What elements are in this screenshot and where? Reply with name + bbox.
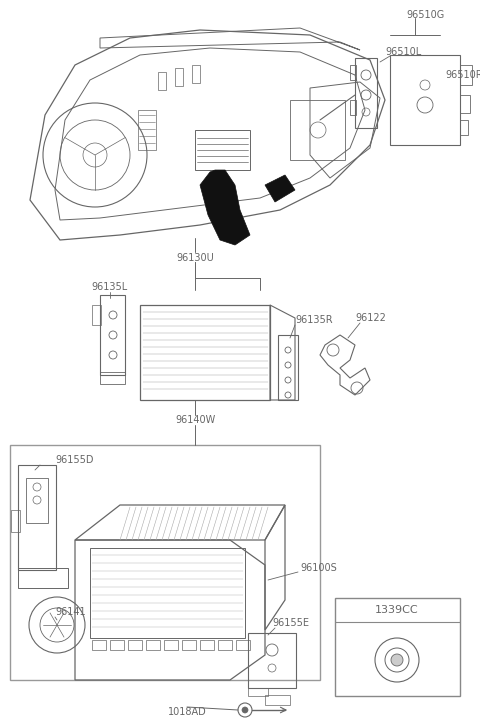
Text: 1339CC: 1339CC — [375, 605, 419, 615]
Text: 96140W: 96140W — [175, 415, 215, 425]
Bar — [100, 295, 125, 375]
Text: 96510L: 96510L — [385, 47, 421, 57]
Bar — [90, 548, 245, 638]
Bar — [100, 372, 125, 384]
Bar — [236, 640, 250, 650]
Bar — [164, 640, 178, 650]
Text: 96141: 96141 — [55, 607, 85, 617]
Bar — [390, 55, 460, 145]
Bar — [138, 110, 156, 150]
Bar — [182, 640, 196, 650]
Bar — [192, 65, 200, 83]
Text: 96122: 96122 — [355, 313, 386, 323]
Bar — [265, 695, 290, 705]
Bar — [92, 640, 106, 650]
Text: 96130U: 96130U — [176, 253, 214, 263]
Bar — [350, 100, 356, 115]
Bar — [460, 95, 470, 113]
Bar — [10, 445, 320, 680]
Text: 96135L: 96135L — [92, 282, 128, 292]
Bar — [248, 688, 268, 696]
Bar — [175, 68, 183, 86]
Bar — [350, 65, 356, 80]
Bar — [355, 58, 377, 128]
Bar — [335, 598, 460, 696]
Text: 1018AD: 1018AD — [168, 707, 206, 717]
Bar — [290, 100, 345, 160]
Bar — [92, 305, 101, 325]
Bar — [110, 640, 124, 650]
Bar — [200, 640, 214, 650]
Text: 96510G: 96510G — [406, 10, 444, 20]
Bar — [195, 130, 250, 170]
Bar — [11, 510, 20, 532]
Bar — [460, 120, 468, 135]
Circle shape — [242, 707, 248, 713]
Bar — [26, 478, 48, 523]
Bar — [146, 640, 160, 650]
Text: 96155D: 96155D — [55, 455, 94, 465]
Polygon shape — [200, 170, 250, 245]
Bar — [460, 65, 472, 85]
Bar — [18, 465, 56, 570]
Text: 96135R: 96135R — [295, 315, 333, 325]
Bar — [128, 640, 142, 650]
Bar — [218, 640, 232, 650]
Bar — [278, 335, 298, 400]
Bar — [248, 633, 296, 688]
Text: 96100S: 96100S — [300, 563, 337, 573]
Bar — [18, 568, 68, 588]
Circle shape — [391, 654, 403, 666]
Bar — [158, 72, 166, 90]
Text: 96510R: 96510R — [445, 70, 480, 80]
Text: 96155E: 96155E — [272, 618, 309, 628]
Bar — [140, 305, 270, 400]
Polygon shape — [265, 175, 295, 202]
